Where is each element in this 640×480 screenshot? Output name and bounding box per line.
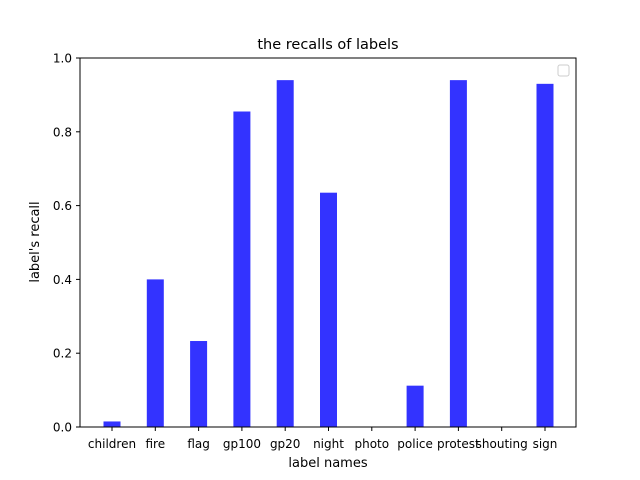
y-tick-label-2: 0.4 xyxy=(53,273,72,287)
x-tick-label-fire: fire xyxy=(145,437,165,451)
bar-sign xyxy=(536,83,554,427)
y-tick-label-0: 0.0 xyxy=(53,421,72,435)
y-tick-label-5: 1.0 xyxy=(53,52,72,66)
x-axis-ticks: children fire flag gp100 gp20 night photo polic… xyxy=(88,427,557,451)
x-axis-label: label names xyxy=(288,456,367,471)
bar-fire xyxy=(146,279,164,427)
y-axis-label: label's recall xyxy=(28,201,43,282)
bar-police xyxy=(406,385,424,427)
bar-flag xyxy=(190,341,208,427)
x-tick-label-night: night xyxy=(313,437,344,451)
y-tick-label-4: 0.8 xyxy=(53,125,72,139)
bar-children xyxy=(103,421,121,427)
x-tick-label-flag: flag xyxy=(187,437,210,451)
bar-gp20 xyxy=(276,80,294,427)
y-axis-ticks: 0.0 0.2 0.4 0.6 0.8 1.0 xyxy=(53,52,80,435)
chart-title: the recalls of labels xyxy=(257,37,398,53)
plot-frame xyxy=(79,57,577,428)
x-tick-label-police: police xyxy=(397,437,433,451)
x-tick-label-gp20: gp20 xyxy=(270,437,301,451)
x-tick-label-sign: sign xyxy=(533,437,558,451)
y-tick-label-1: 0.2 xyxy=(53,347,72,361)
bar-gp100 xyxy=(233,111,251,427)
y-tick-label-3: 0.6 xyxy=(53,199,72,213)
bar-night xyxy=(320,192,337,427)
legend-box xyxy=(557,64,570,77)
bar-protest xyxy=(449,80,467,427)
x-tick-label-photo: photo xyxy=(354,437,389,451)
x-tick-label-children: children xyxy=(88,437,136,451)
x-tick-label-gp100: gp100 xyxy=(223,437,261,451)
x-tick-label-protest: protest xyxy=(437,437,480,451)
bars xyxy=(103,80,554,427)
x-tick-label-shouting: shouting xyxy=(476,437,528,451)
